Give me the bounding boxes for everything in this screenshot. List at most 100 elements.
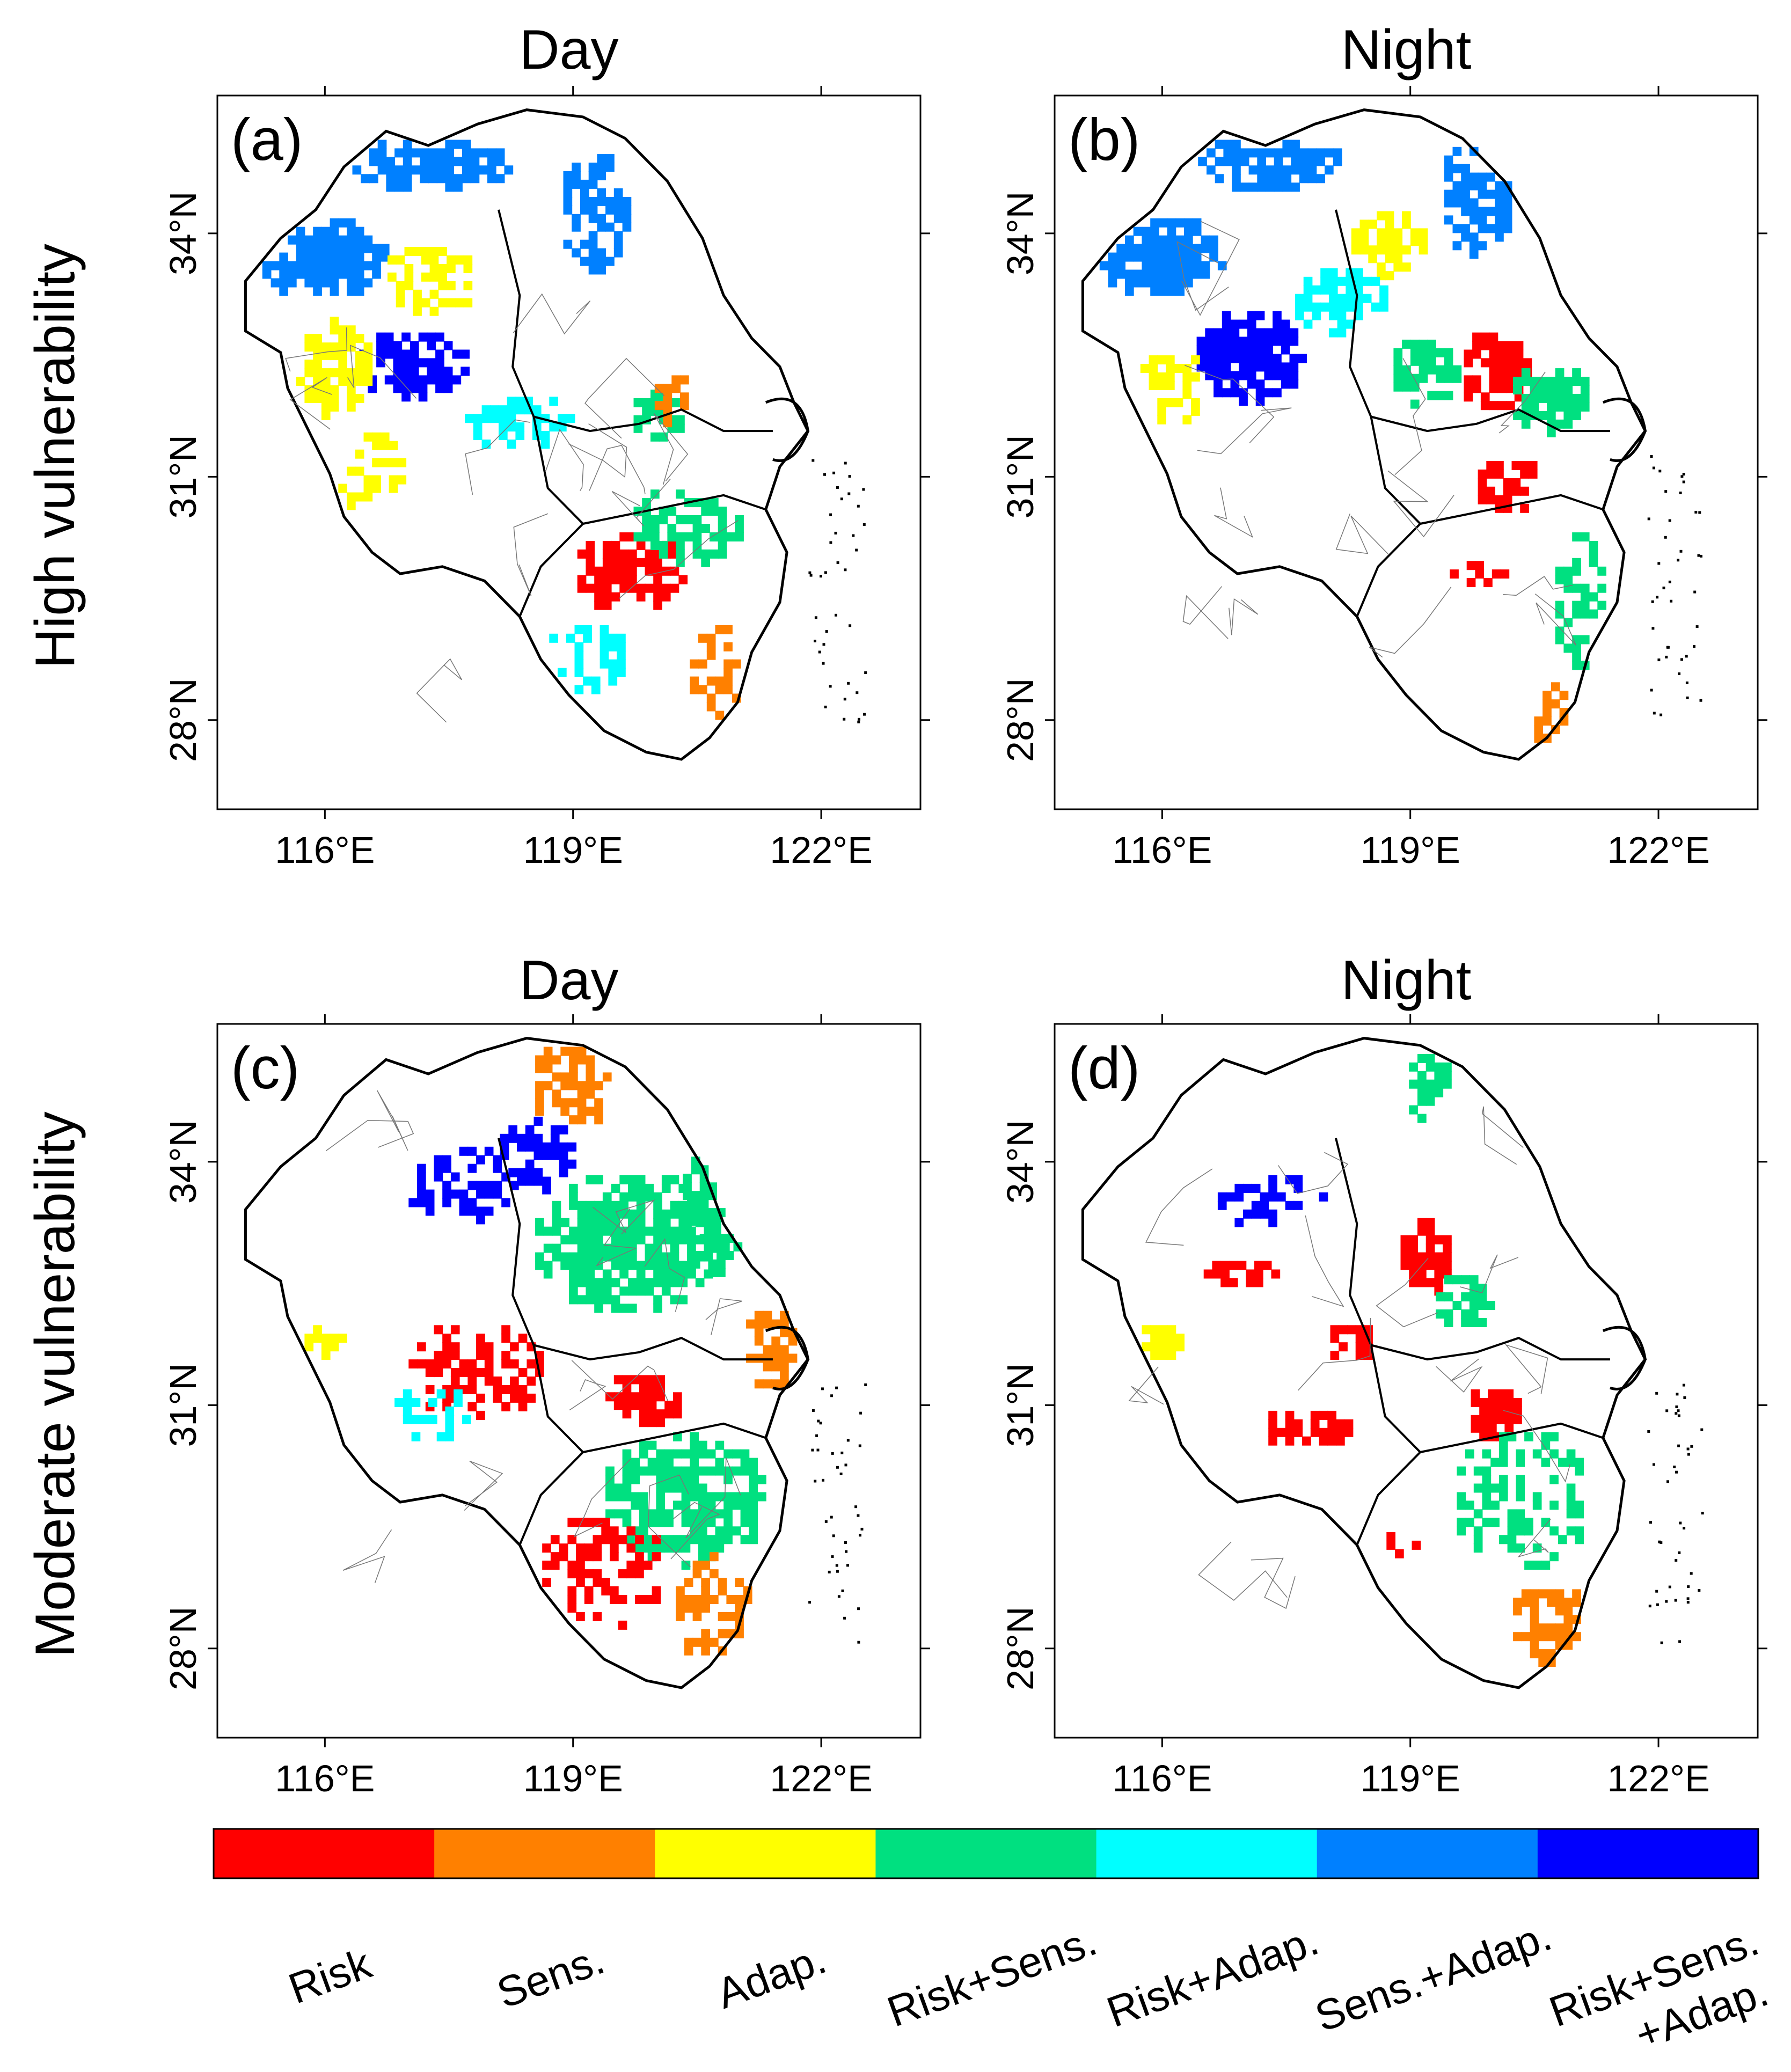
cell-sens xyxy=(771,1353,780,1363)
cell-risk-sens-adap xyxy=(1285,1200,1295,1210)
cell-risk-sens xyxy=(1410,399,1420,409)
cell-risk-sens xyxy=(1580,601,1590,610)
panel-frame xyxy=(1054,1023,1759,1739)
cell-risk-sens xyxy=(681,1535,691,1544)
cell-risk-sens xyxy=(732,1492,741,1502)
cell-risk xyxy=(622,1383,632,1393)
cell-sens-adap xyxy=(279,278,288,288)
cell-risk xyxy=(1400,1252,1410,1262)
x-tick-label: 116°E xyxy=(1112,1758,1212,1799)
cell-risk xyxy=(1497,341,1507,350)
cell-risk-sens-adap xyxy=(517,1133,526,1143)
cell-risk-sens-adap xyxy=(1268,1175,1277,1184)
cell-risk-sens xyxy=(661,1235,671,1244)
cell-sens-adap xyxy=(1299,165,1308,175)
cell-risk xyxy=(1395,1549,1404,1558)
cell-risk-sens-adap xyxy=(1277,1192,1286,1202)
cell-risk xyxy=(584,1586,594,1595)
cell-risk-sens xyxy=(602,1226,612,1236)
cell-risk-sens-adap xyxy=(1293,1175,1303,1184)
legend-swatch xyxy=(875,1829,1097,1878)
island xyxy=(1687,1585,1690,1588)
cell-risk-sens xyxy=(1436,374,1445,383)
cell-risk-sens xyxy=(653,1295,662,1305)
cell-adap xyxy=(313,377,322,386)
island xyxy=(1693,645,1695,648)
cell-risk-sens xyxy=(628,1286,637,1296)
island xyxy=(1668,519,1671,522)
cell-risk xyxy=(1336,1436,1345,1446)
cell-risk xyxy=(656,1409,666,1419)
island xyxy=(1665,1409,1669,1412)
cell-risk xyxy=(1262,1261,1272,1270)
cell-risk-sens xyxy=(586,1269,595,1279)
cell-risk xyxy=(622,1375,632,1385)
cell-risk xyxy=(1514,358,1524,368)
cell-risk-sens-adap xyxy=(1239,354,1248,363)
cell-sens xyxy=(543,1081,553,1090)
cell-risk-sens xyxy=(664,1458,674,1467)
cell-risk-sens-adap xyxy=(484,1189,494,1199)
cell-risk xyxy=(576,1569,585,1579)
cell-risk xyxy=(1364,1351,1373,1360)
cell-sens xyxy=(1530,1649,1539,1659)
cell-sens-adap xyxy=(1175,278,1185,288)
cell-risk-sens-adap xyxy=(493,1155,502,1165)
cell-risk-sens xyxy=(602,1269,612,1279)
cell-risk-sens xyxy=(1410,356,1420,366)
cell-risk-sens xyxy=(1580,609,1590,619)
cell-sens xyxy=(754,1379,764,1389)
cell-sens-adap xyxy=(1316,157,1325,166)
cell-adap xyxy=(1157,415,1166,424)
cell-sens xyxy=(771,1336,780,1346)
cell-risk-adap xyxy=(1379,294,1388,303)
cell-risk xyxy=(593,1569,602,1579)
cell-risk-sens-adap xyxy=(427,341,436,350)
cell-sens xyxy=(535,1107,544,1116)
island xyxy=(1650,689,1653,692)
cell-adap xyxy=(447,255,456,265)
cell-risk-sens xyxy=(1417,1096,1427,1106)
cell-risk-sens xyxy=(1419,356,1428,366)
cell-risk-sens xyxy=(698,1449,707,1459)
cell-risk-sens xyxy=(1555,402,1565,412)
cell-risk-sens xyxy=(1443,1071,1452,1080)
cell-risk xyxy=(442,1334,451,1343)
cell-sens-adap xyxy=(355,235,364,245)
cell-risk-adap xyxy=(499,414,508,423)
island xyxy=(1700,1428,1704,1431)
cell-risk xyxy=(1506,358,1515,368)
cell-risk-sens xyxy=(676,540,685,550)
cell-adap xyxy=(463,255,473,265)
cell-sens-adap xyxy=(403,174,412,184)
cell-sens-adap xyxy=(1495,232,1504,242)
cell-risk-sens xyxy=(535,1226,544,1236)
cell-risk xyxy=(622,1392,632,1402)
island xyxy=(841,1589,844,1592)
cell-risk-sens xyxy=(656,1466,666,1476)
island xyxy=(857,504,860,508)
cell-risk-sens xyxy=(1434,1062,1444,1072)
cell-risk-sens xyxy=(647,1543,657,1553)
cell-adap xyxy=(1351,228,1361,238)
cell-risk-sens-adap xyxy=(410,358,419,368)
cell-risk-sens xyxy=(1436,1292,1445,1302)
cell-risk-sens xyxy=(611,1218,620,1227)
cell-sens-adap xyxy=(1201,244,1210,253)
cell-risk-sens xyxy=(1516,1518,1525,1527)
cell-risk xyxy=(1511,486,1521,496)
cell-adap xyxy=(1377,262,1386,272)
cell-risk-sens xyxy=(672,1466,682,1476)
cell-risk-sens-adap xyxy=(384,375,394,385)
cell-sens xyxy=(771,1379,780,1389)
cell-sens-adap xyxy=(1478,172,1487,182)
cell-risk xyxy=(1355,1334,1365,1343)
cell-risk xyxy=(1497,349,1507,359)
cell-risk xyxy=(1488,1423,1497,1433)
cell-risk-sens xyxy=(661,1209,671,1219)
cell-sens-adap xyxy=(1209,244,1218,253)
cell-adap xyxy=(1149,381,1158,390)
cell-risk-sens-adap xyxy=(533,1151,543,1160)
cell-risk-sens xyxy=(656,1475,666,1484)
cell-risk-sens xyxy=(645,1226,654,1236)
